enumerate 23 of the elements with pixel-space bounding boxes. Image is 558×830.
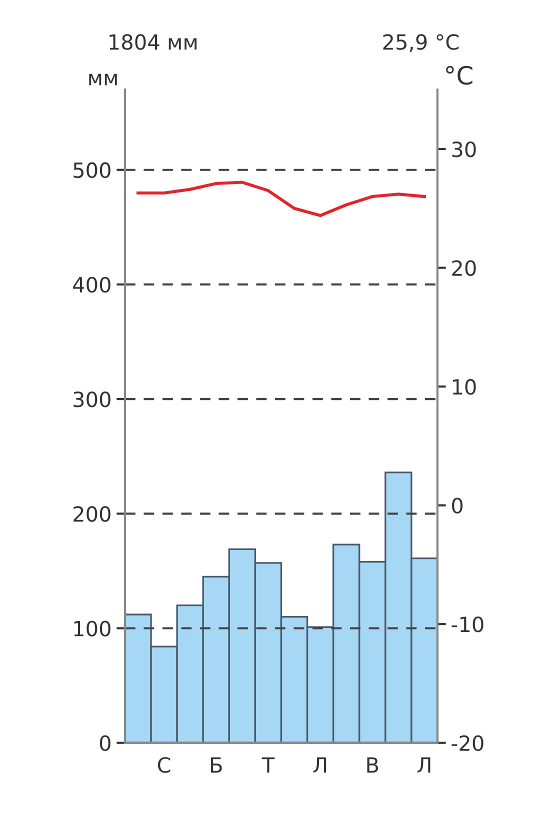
x-tick-label: Л [313,757,326,773]
x-tick-label: Л [417,757,430,773]
y2-tick-label: -10 [452,616,484,632]
y2-tick-label: 0 [452,498,463,514]
y-tick-label: 200 [74,506,110,522]
y-tick-label: 500 [74,162,110,178]
y-tick-label: 0 [100,735,110,752]
text: 1804 мм [110,34,197,50]
y-tick-label: 300 [74,392,110,408]
line-series [136,180,426,218]
y-tick-label: 100 [74,620,110,636]
y2-axis-title: °C [446,66,472,85]
x-tick-label: В [367,757,378,773]
x-tick-label: Б [211,757,222,773]
y2-tick-label: 30 [452,141,476,158]
x-tick-label: Т [262,757,275,773]
y2-tick-label: -20 [452,735,484,752]
y2-tick-label: 20 [452,260,476,276]
y-axis-title: мм [89,74,117,86]
y2-tick-label: 10 [452,379,476,395]
text: 25,9 °C [383,34,459,52]
y-tick-label: 400 [73,276,110,293]
x-tick-label: С [158,757,170,773]
